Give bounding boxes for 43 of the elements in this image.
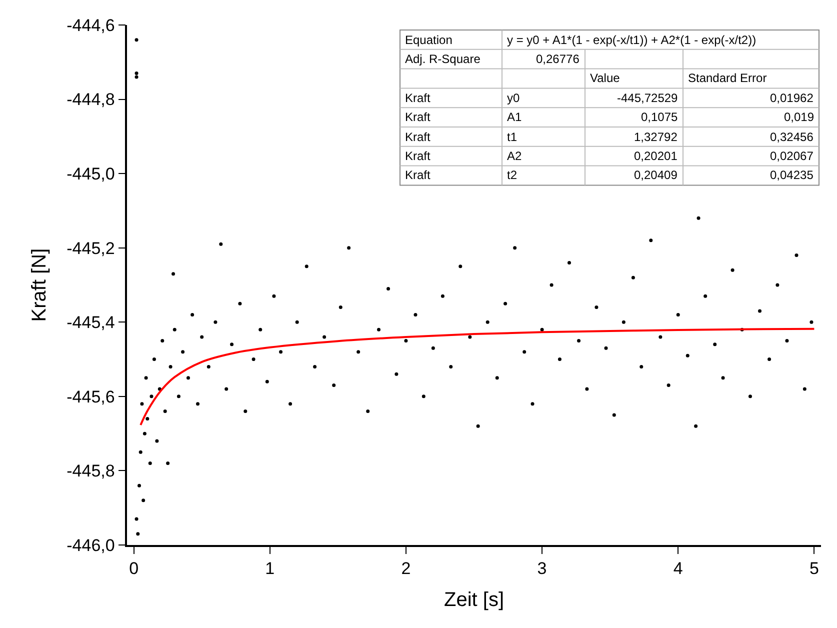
annotation: Kraft — [405, 168, 432, 182]
annotation: 0,01962 — [770, 91, 814, 105]
x-tick-label: 1 — [265, 559, 275, 578]
y-tick-label: -445,2 — [66, 238, 115, 258]
annotation: Adj. R-Square — [405, 52, 481, 66]
annotation: 0,26776 — [536, 52, 580, 66]
annotation: 0,02067 — [770, 149, 814, 163]
annotation: 1,32792 — [634, 130, 678, 144]
y-tick-label: -446,0 — [66, 536, 115, 555]
annotation: Equation — [405, 33, 452, 47]
x-tick-label: 0 — [129, 559, 139, 578]
y-tick-label: -445,6 — [66, 387, 115, 406]
x-tick-label: 2 — [401, 559, 411, 578]
annotation: Value — [590, 71, 620, 85]
annotation: t2 — [507, 168, 518, 182]
annotation: A2 — [507, 149, 522, 163]
y-tick-label: -445,4 — [66, 313, 115, 332]
y-tick-label: -444,8 — [66, 90, 115, 110]
annotation: 0,20201 — [634, 149, 678, 163]
y-tick-label: -445,0 — [66, 164, 115, 184]
annotation: -445,72529 — [617, 91, 678, 105]
x-tick-label: 4 — [673, 559, 683, 578]
annotation: 0,019 — [784, 110, 814, 124]
x-axis-title: Zeit [s] — [444, 589, 504, 612]
line-series — [140, 328, 816, 426]
y-axis-title: Kraft [N] — [28, 248, 51, 322]
annotation: Standard Error — [688, 71, 767, 85]
annotation: y0 — [507, 91, 520, 105]
annotation: t1 — [507, 130, 518, 144]
annotation: Kraft — [405, 130, 432, 144]
y-tick-label: -444,6 — [66, 16, 115, 35]
annotation: Kraft — [405, 91, 432, 105]
annotation: A1 — [507, 110, 522, 124]
annotation: 0,32456 — [770, 130, 814, 144]
annotation: y = y0 + A1*(1 - exp(-x/t1)) + A2*(1 - exp(-x/t2)) — [507, 33, 756, 47]
x-tick-label: 5 — [809, 559, 819, 578]
y-tick-label: -445,8 — [66, 462, 115, 481]
annotation: 0,1075 — [641, 110, 678, 124]
x-tick-label: 3 — [537, 559, 547, 578]
annotation: 0,04235 — [770, 168, 814, 182]
annotation: 0,20409 — [634, 168, 678, 182]
annotation: Kraft — [405, 149, 432, 163]
annotation: Kraft — [405, 110, 432, 124]
